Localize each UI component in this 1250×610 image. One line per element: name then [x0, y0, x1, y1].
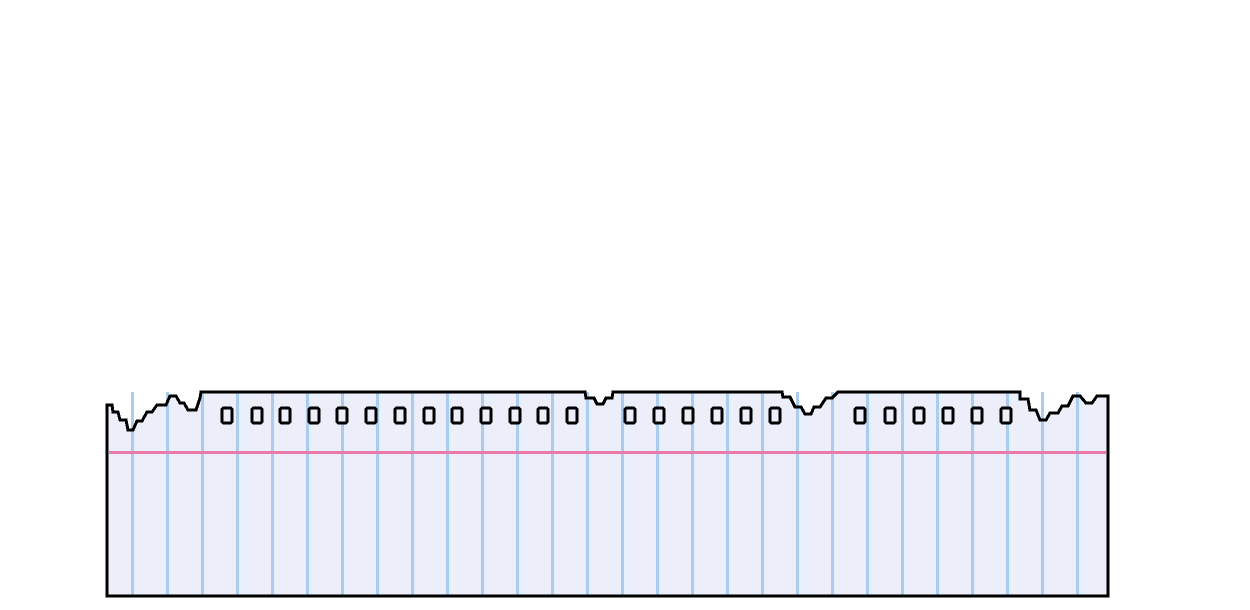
vertical-rule: [131, 392, 134, 596]
vertical-rule: [341, 392, 344, 596]
vertical-rule: [621, 392, 624, 596]
vertical-rule: [236, 392, 239, 596]
binding-hole-14: [623, 406, 637, 425]
binding-hole-25: [999, 406, 1013, 425]
vertical-rule: [201, 392, 204, 596]
binding-hole-19: [768, 406, 782, 425]
vertical-rule: [166, 392, 169, 596]
binding-hole-7: [393, 406, 407, 425]
vertical-rule: [586, 392, 589, 596]
vertical-rule: [796, 392, 799, 596]
vertical-rule: [306, 392, 309, 596]
binding-hole-21: [883, 406, 897, 425]
binding-hole-17: [710, 406, 724, 425]
binding-hole-6: [364, 406, 378, 425]
vertical-rule: [656, 392, 659, 596]
binding-hole-22: [912, 406, 926, 425]
vertical-rule: [481, 392, 484, 596]
vertical-rule: [866, 392, 869, 596]
vertical-rule: [936, 392, 939, 596]
vertical-rule: [411, 392, 414, 596]
margin-line: [109, 451, 1106, 454]
vertical-rule: [971, 392, 974, 596]
binding-hole-9: [450, 406, 464, 425]
vertical-rule: [726, 392, 729, 596]
vertical-rule: [271, 392, 274, 596]
vertical-rule: [1041, 392, 1044, 596]
vertical-rule: [376, 392, 379, 596]
vertical-rule: [1006, 392, 1009, 596]
vertical-rules: [131, 392, 1079, 596]
binding-hole-18: [739, 406, 753, 425]
binding-hole-15: [652, 406, 666, 425]
binding-hole-20: [853, 406, 867, 425]
binding-hole-23: [941, 406, 955, 425]
binding-hole-24: [970, 406, 984, 425]
vertical-rule: [831, 392, 834, 596]
binding-hole-12: [536, 406, 550, 425]
binding-hole-5: [335, 406, 349, 425]
paper-outline: [105, 390, 1110, 598]
binding-hole-10: [479, 406, 493, 425]
binding-holes: [220, 406, 1013, 425]
binding-hole-4: [307, 406, 321, 425]
binding-hole-2: [250, 406, 264, 425]
binding-hole-13: [565, 406, 579, 425]
vertical-rule: [761, 392, 764, 596]
vertical-rule: [446, 392, 449, 596]
vertical-rule: [901, 392, 904, 596]
vertical-rule: [551, 392, 554, 596]
binding-hole-3: [278, 406, 292, 425]
binding-hole-16: [681, 406, 695, 425]
binding-hole-8: [422, 406, 436, 425]
vertical-rule: [691, 392, 694, 596]
binding-hole-1: [220, 406, 234, 425]
vertical-rule: [516, 392, 519, 596]
vertical-rule: [1076, 392, 1079, 596]
binding-hole-11: [508, 406, 522, 425]
